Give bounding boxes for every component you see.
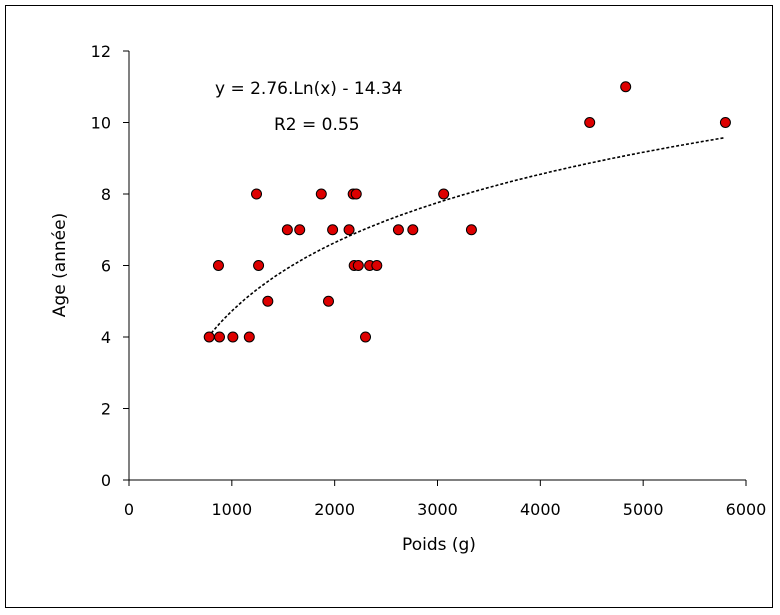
x-tick-label: 5000 bbox=[623, 500, 664, 519]
trendline-r2: R2 = 0.55 bbox=[274, 115, 360, 135]
data-point bbox=[392, 224, 404, 236]
data-point bbox=[281, 224, 293, 236]
x-tick-label: 1000 bbox=[211, 500, 252, 519]
data-point bbox=[251, 188, 263, 200]
data-point bbox=[465, 224, 477, 236]
data-point bbox=[315, 188, 327, 200]
data-point bbox=[360, 331, 372, 343]
data-point bbox=[352, 260, 364, 271]
data-point bbox=[203, 331, 215, 343]
data-point bbox=[343, 224, 355, 236]
chart-frame bbox=[5, 5, 773, 608]
trendline bbox=[210, 136, 726, 334]
y-tick-label: 10 bbox=[91, 114, 111, 133]
data-points bbox=[203, 81, 731, 343]
data-point bbox=[243, 331, 255, 343]
y-axis-title: Age (année) bbox=[50, 213, 70, 317]
x-tick-label: 2000 bbox=[314, 500, 355, 519]
data-point bbox=[212, 260, 224, 271]
tick-labels: 0 2 4 6 8 10 12 0 1000 2000 3000 4000 5000 6000 bbox=[91, 42, 767, 519]
data-point bbox=[584, 117, 596, 128]
data-point bbox=[227, 331, 239, 343]
data-point bbox=[322, 295, 334, 307]
data-point bbox=[327, 224, 339, 236]
plot-axes bbox=[123, 50, 747, 486]
data-point bbox=[371, 260, 383, 271]
trendline-equation: y = 2.76.Ln(x) - 14.34 bbox=[215, 79, 403, 99]
data-point bbox=[407, 224, 419, 236]
y-tick-label: 8 bbox=[101, 185, 111, 204]
data-point bbox=[213, 331, 225, 343]
x-axis-title: Poids (g) bbox=[402, 535, 476, 555]
x-tick-label: 3000 bbox=[417, 500, 458, 519]
y-tick-label: 0 bbox=[101, 471, 111, 490]
data-point bbox=[350, 188, 362, 200]
y-tick-label: 6 bbox=[101, 257, 111, 276]
data-point bbox=[719, 117, 731, 128]
y-tick-label: 4 bbox=[101, 328, 111, 347]
data-point bbox=[438, 188, 450, 200]
data-point bbox=[294, 224, 306, 236]
x-tick-label: 6000 bbox=[726, 500, 767, 519]
trendline-layer bbox=[210, 136, 726, 334]
y-tick-label: 12 bbox=[91, 42, 111, 61]
x-tick-label: 0 bbox=[124, 500, 134, 519]
x-tick-label: 4000 bbox=[520, 500, 561, 519]
y-tick-label: 2 bbox=[101, 400, 111, 419]
data-point bbox=[253, 260, 265, 271]
data-point bbox=[262, 295, 274, 307]
data-point bbox=[620, 81, 632, 93]
